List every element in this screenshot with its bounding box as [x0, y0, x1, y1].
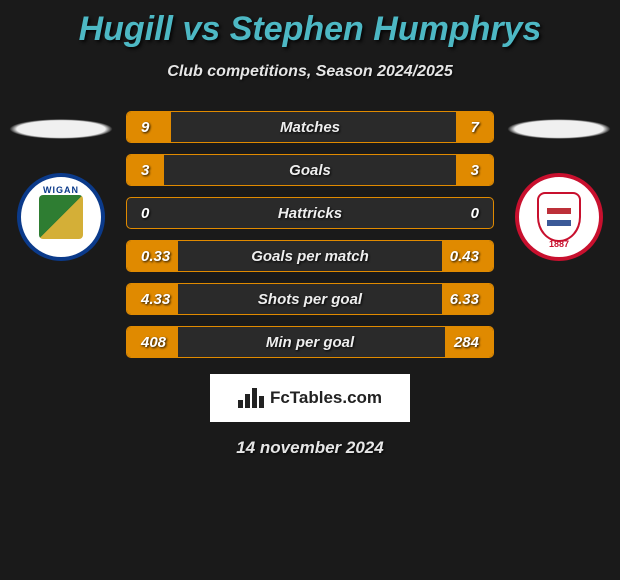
- stat-label: Matches: [280, 119, 340, 136]
- stat-value-right: 284: [454, 334, 479, 351]
- stat-row: 0 Hattricks 0: [126, 197, 494, 229]
- stat-value-right: 0: [471, 205, 479, 222]
- crest-inner-icon: [39, 195, 83, 239]
- date-label: 14 november 2024: [0, 438, 620, 458]
- club-crest-wigan: [17, 173, 105, 261]
- crest-inner-icon: [537, 192, 581, 242]
- comparison-card: Hugill vs Stephen Humphrys Club competit…: [0, 0, 620, 458]
- stat-value-right: 7: [471, 119, 479, 136]
- stat-value-left: 0.33: [141, 248, 170, 265]
- branding-badge: FcTables.com: [210, 374, 410, 422]
- player-left-silhouette: [9, 119, 113, 139]
- stat-label: Shots per goal: [258, 291, 362, 308]
- stat-value-left: 3: [141, 162, 149, 179]
- main-row: 9 Matches 7 3 Goals 3 0 Hattricks 0 0.33 Goals per…: [0, 111, 620, 358]
- stat-row: 0.33 Goals per match 0.43: [126, 240, 494, 272]
- club-crest-barnsley: [515, 173, 603, 261]
- page-title: Hugill vs Stephen Humphrys: [0, 10, 620, 49]
- branding-text: FcTables.com: [270, 388, 382, 408]
- stat-value-left: 408: [141, 334, 166, 351]
- stat-row: 4.33 Shots per goal 6.33: [126, 283, 494, 315]
- player-right-column: [504, 111, 614, 261]
- stat-value-left: 9: [141, 119, 149, 136]
- stat-row: 3 Goals 3: [126, 154, 494, 186]
- stat-value-right: 3: [471, 162, 479, 179]
- player-left-column: [6, 111, 116, 261]
- stat-value-right: 6.33: [450, 291, 479, 308]
- player-right-silhouette: [507, 119, 611, 139]
- stat-value-left: 4.33: [141, 291, 170, 308]
- stats-column: 9 Matches 7 3 Goals 3 0 Hattricks 0 0.33 Goals per…: [126, 111, 494, 358]
- bar-chart-icon: [238, 388, 264, 408]
- subtitle: Club competitions, Season 2024/2025: [0, 63, 620, 81]
- stat-label: Goals: [289, 162, 331, 179]
- stat-label: Hattricks: [278, 205, 342, 222]
- stat-row: 9 Matches 7: [126, 111, 494, 143]
- stat-value-left: 0: [141, 205, 149, 222]
- stat-row: 408 Min per goal 284: [126, 326, 494, 358]
- stat-value-right: 0.43: [450, 248, 479, 265]
- stat-label: Min per goal: [266, 334, 354, 351]
- stat-label: Goals per match: [251, 248, 369, 265]
